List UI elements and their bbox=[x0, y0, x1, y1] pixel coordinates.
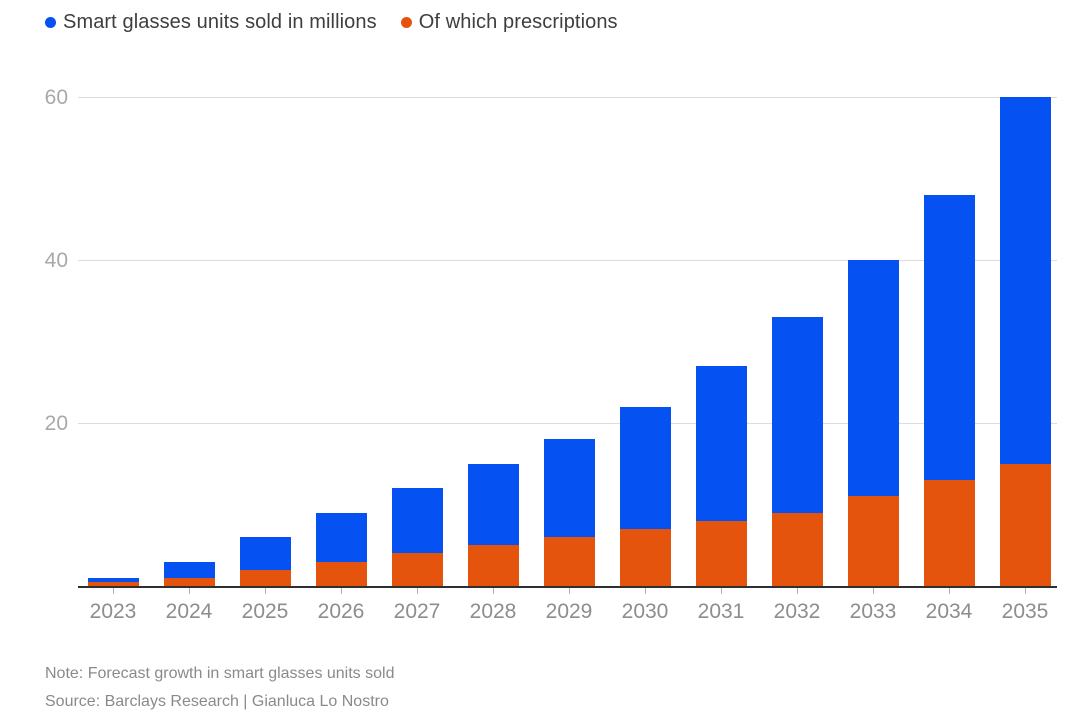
bar-2031-prescriptions[interactable] bbox=[695, 521, 747, 586]
source-text: Source: Barclays Research | Gianluca Lo … bbox=[45, 693, 389, 710]
y-axis-label-40: 40 bbox=[44, 249, 68, 272]
legend-dot-units-sold-icon bbox=[45, 17, 56, 28]
bar-2034-prescriptions[interactable] bbox=[923, 480, 975, 586]
legend-item-units-sold: Smart glasses units sold in millions bbox=[45, 11, 377, 34]
y-axis-label-20: 20 bbox=[44, 412, 68, 435]
gridline-40 bbox=[78, 260, 1057, 261]
x-axis-label-2030: 2030 bbox=[621, 600, 669, 623]
x-tick-2023 bbox=[113, 588, 114, 594]
legend-label-units-sold: Smart glasses units sold in millions bbox=[63, 11, 377, 33]
plot-area: 20 40 60 2023 2024 2025 2026 2027 2028 2029 2030 2… bbox=[44, 86, 1057, 623]
gridline-60 bbox=[78, 97, 1057, 98]
bar-2028-prescriptions[interactable] bbox=[467, 545, 519, 586]
bar-2035-prescriptions[interactable] bbox=[999, 464, 1051, 586]
x-axis-label-2029: 2029 bbox=[545, 600, 593, 623]
chart-footer: Note: Forecast growth in smart glasses u… bbox=[45, 660, 394, 716]
x-tick-2032 bbox=[797, 588, 798, 594]
x-axis-label-2028: 2028 bbox=[469, 600, 517, 623]
x-axis-label-2034: 2034 bbox=[925, 600, 973, 623]
x-tick-2030 bbox=[645, 588, 646, 594]
x-tick-2031 bbox=[721, 588, 722, 594]
x-axis-label-2025: 2025 bbox=[241, 600, 289, 623]
note-text: Note: Forecast growth in smart glasses u… bbox=[45, 665, 395, 682]
bar-2033-prescriptions[interactable] bbox=[847, 496, 899, 586]
x-tick-2035 bbox=[1025, 588, 1026, 594]
bar-2027-prescriptions[interactable] bbox=[391, 553, 443, 586]
x-tick-2026 bbox=[341, 588, 342, 594]
gridline-20 bbox=[78, 423, 1057, 424]
x-axis-label-2024: 2024 bbox=[165, 600, 213, 623]
bar-2030-prescriptions[interactable] bbox=[619, 529, 671, 586]
bar-2026-prescriptions[interactable] bbox=[315, 562, 367, 586]
x-tick-2024 bbox=[189, 588, 190, 594]
legend-item-prescriptions: Of which prescriptions bbox=[400, 11, 618, 34]
x-tick-2025 bbox=[265, 588, 266, 594]
y-axis-label-60: 60 bbox=[44, 86, 68, 109]
bar-2032-prescriptions[interactable] bbox=[771, 513, 823, 586]
x-tick-2028 bbox=[493, 588, 494, 594]
x-axis-line bbox=[78, 586, 1057, 588]
legend: Smart glasses units sold in millions Of … bbox=[45, 11, 618, 34]
x-axis-label-2033: 2033 bbox=[849, 600, 897, 623]
x-axis-label-2027: 2027 bbox=[393, 600, 441, 623]
x-tick-2034 bbox=[949, 588, 950, 594]
legend-label-prescriptions: Of which prescriptions bbox=[418, 11, 618, 33]
x-tick-2029 bbox=[569, 588, 570, 594]
x-axis-label-2032: 2032 bbox=[773, 600, 821, 623]
x-axis-label-2026: 2026 bbox=[317, 600, 365, 623]
bar-2025-prescriptions[interactable] bbox=[239, 570, 291, 586]
x-axis-label-2035: 2035 bbox=[1001, 600, 1049, 623]
legend-dot-prescriptions-icon bbox=[400, 17, 412, 28]
x-tick-2027 bbox=[417, 588, 418, 594]
bar-2023-prescriptions[interactable] bbox=[87, 582, 139, 586]
bar-2024-prescriptions[interactable] bbox=[163, 578, 215, 586]
x-axis-label-2031: 2031 bbox=[697, 600, 745, 623]
bar-2029-prescriptions[interactable] bbox=[543, 537, 595, 586]
x-tick-2033 bbox=[873, 588, 874, 594]
x-axis-label-2023: 2023 bbox=[89, 600, 137, 623]
